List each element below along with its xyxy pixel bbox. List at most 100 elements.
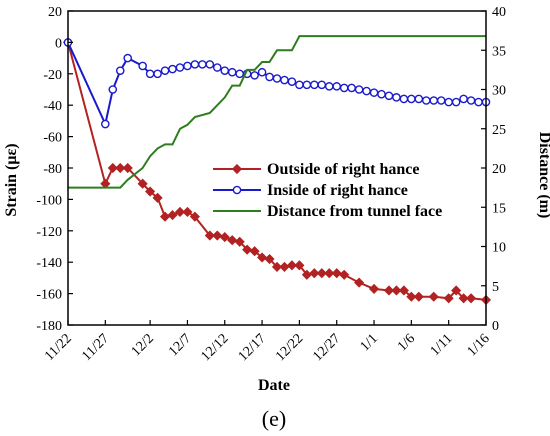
data-point (399, 94, 409, 104)
y-left-tick-label: 20 (48, 5, 62, 20)
x-tick-label: 1/1 (358, 331, 381, 354)
data-point (369, 88, 379, 97)
legend-label: Inside of right hance (267, 182, 408, 199)
data-point (317, 80, 327, 90)
data-point (280, 75, 289, 85)
legend: Outside of right hance Inside of right ha… (213, 161, 442, 220)
data-point (377, 89, 386, 99)
y-right-tick-label: 10 (492, 241, 506, 256)
data-point (115, 66, 125, 75)
x-tick-label: 12/22 (273, 331, 306, 364)
y-right-tick-label: 30 (492, 84, 506, 99)
data-point (271, 261, 283, 272)
data-point (272, 74, 282, 83)
data-point (302, 80, 312, 90)
legend-item: Distance from tunnel face (213, 203, 442, 220)
data-point (392, 93, 401, 102)
x-tick-label: 12/7 (166, 331, 194, 359)
data-point (421, 96, 431, 105)
x-tick-label: 12/17 (236, 331, 269, 364)
y-right-tick-label: 15 (492, 201, 506, 216)
data-point (145, 69, 155, 79)
data-point (286, 260, 297, 271)
data-point (235, 69, 244, 79)
data-point (368, 283, 380, 294)
data-point (332, 82, 342, 91)
data-point (227, 67, 237, 77)
x-tick-label: 11/22 (42, 331, 75, 364)
data-point (175, 63, 185, 72)
y-left-tick-label: -20 (43, 68, 62, 83)
data-point (115, 162, 126, 174)
y-left-tick-label: -100 (36, 193, 62, 208)
y-left-tick-label: -120 (36, 225, 62, 240)
data-point (250, 71, 259, 80)
data-point (108, 85, 118, 94)
series-line (68, 35, 486, 189)
data-point (309, 268, 320, 279)
data-point (429, 96, 439, 105)
data-point (205, 60, 215, 69)
data-point (231, 163, 243, 175)
y-right-tick-label: 20 (492, 162, 506, 177)
data-point (101, 119, 110, 129)
data-point (347, 83, 356, 93)
data-point (212, 63, 222, 72)
data-point (331, 268, 342, 279)
data-point (122, 162, 133, 174)
data-point (451, 285, 462, 296)
y-axis-right-title: Distance (m) (536, 132, 550, 219)
data-point (265, 72, 274, 82)
series-1 (63, 38, 491, 129)
series-layer (62, 35, 492, 305)
data-point (242, 244, 253, 255)
data-point (145, 186, 156, 197)
data-point (168, 64, 177, 74)
data-point (137, 178, 148, 189)
data-point (212, 230, 223, 241)
data-point (219, 232, 230, 243)
y-right-tick-label: 35 (492, 44, 506, 59)
data-point (458, 293, 469, 304)
data-point (362, 86, 371, 96)
y-left-tick-label: 0 (55, 36, 62, 51)
data-point (324, 268, 335, 279)
data-point (354, 85, 364, 94)
data-point (123, 53, 133, 63)
data-point (198, 60, 207, 69)
x-tick-label: 12/2 (129, 331, 157, 359)
data-point (443, 293, 454, 304)
data-point (414, 94, 424, 104)
data-point (407, 94, 416, 104)
data-point (391, 285, 402, 296)
data-point (204, 230, 215, 241)
data-point (153, 69, 162, 79)
data-point (444, 97, 453, 107)
y-right-tick-label: 40 (492, 5, 506, 20)
data-point (316, 268, 327, 279)
data-point (220, 66, 230, 75)
data-point (383, 285, 395, 296)
x-axis-title: Date (258, 377, 290, 394)
data-point (466, 293, 477, 304)
data-point (189, 211, 200, 222)
data-point (295, 80, 304, 90)
y-right-tick-label: 5 (492, 280, 499, 295)
x-tick-label: 1/11 (428, 331, 456, 359)
data-point (227, 235, 238, 246)
data-point (279, 261, 290, 272)
data-point (413, 291, 424, 302)
data-point (167, 210, 178, 221)
data-point (257, 252, 268, 263)
data-point (354, 277, 365, 288)
data-point (160, 66, 170, 75)
legend-item: Inside of right hance (213, 182, 408, 199)
legend-label: Distance from tunnel face (267, 203, 442, 220)
data-point (474, 97, 483, 107)
data-point (183, 61, 192, 71)
data-point (339, 83, 349, 93)
data-point (107, 162, 118, 174)
data-point (138, 61, 147, 71)
series-0 (62, 37, 492, 305)
